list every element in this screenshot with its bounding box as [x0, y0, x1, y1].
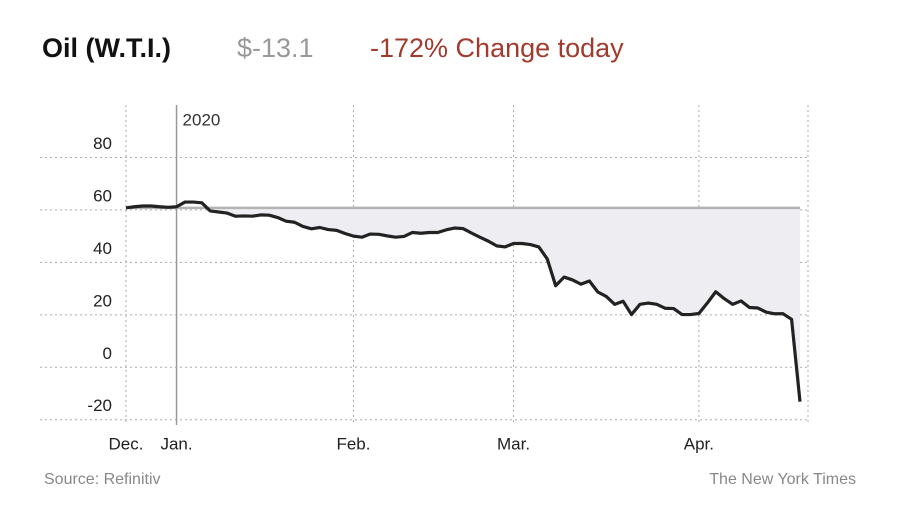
- x-tick-label: Mar.: [497, 434, 530, 453]
- x-tick-label: Jan.: [160, 434, 192, 453]
- price-label: $-13.1: [237, 33, 314, 63]
- y-tick-label: 0: [103, 344, 112, 363]
- x-tick-label: Feb.: [336, 434, 370, 453]
- line: [125, 200, 802, 402]
- change-label: -172% Change today: [370, 33, 624, 63]
- y-tick-label: 80: [93, 134, 112, 153]
- annotation: 2020: [183, 110, 221, 129]
- area: [126, 207, 800, 402]
- x-tick-label: Dec.: [109, 434, 144, 453]
- chart-title: Oil (W.T.I.): [42, 33, 171, 63]
- y-tick-label: 40: [93, 239, 112, 258]
- y-tick-label: 60: [93, 186, 112, 205]
- credit: The New York Times: [709, 471, 856, 488]
- y-tick-label: -20: [87, 396, 112, 415]
- y-tick-label: 20: [93, 291, 112, 310]
- source: Source: Refinitiv: [44, 471, 161, 488]
- x-tick-label: Apr.: [684, 434, 714, 453]
